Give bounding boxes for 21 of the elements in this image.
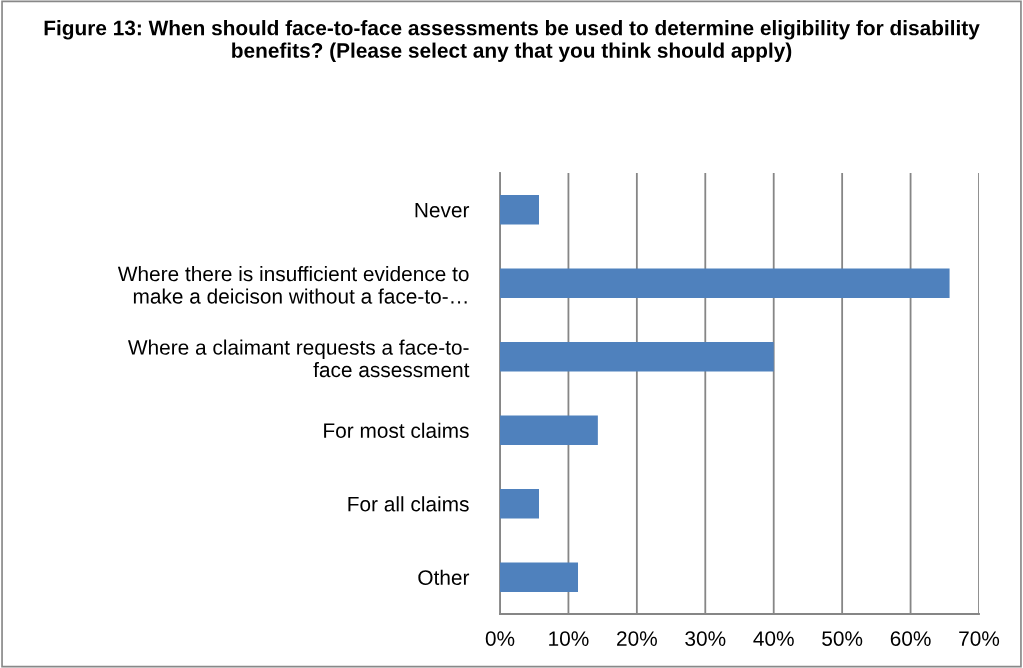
x-tick-label: 70% <box>959 631 1000 646</box>
bar <box>500 415 598 445</box>
y-tick-label: Other <box>418 569 470 585</box>
y-tick-label: For all claims <box>348 496 469 512</box>
bar <box>500 562 579 592</box>
y-tick-label: Where there is insufficient evidence to make a deicison without a face-to-… <box>117 265 469 304</box>
x-tick-label: 50% <box>822 631 863 646</box>
x-tick-label: 40% <box>753 631 794 646</box>
bar <box>500 489 539 519</box>
x-tick-label: 20% <box>617 631 657 646</box>
y-tick-label: Never <box>415 202 470 218</box>
bar <box>500 268 950 298</box>
y-tick-label: Where a claimant requests a face-to- face assessment <box>127 339 470 378</box>
x-tick-label: 0% <box>485 631 515 646</box>
chart-title: Figure 13: When should face-to-face assessments be used to determine eligibility for disability benefits? (Please select any that you think should apply) <box>44 20 980 62</box>
x-tick-label: 30% <box>685 631 726 646</box>
bar <box>500 195 539 225</box>
y-tick-label: For most claims <box>324 422 469 438</box>
bar <box>500 342 774 372</box>
x-tick-label: 60% <box>890 631 931 646</box>
x-tick-label: 10% <box>549 631 589 646</box>
